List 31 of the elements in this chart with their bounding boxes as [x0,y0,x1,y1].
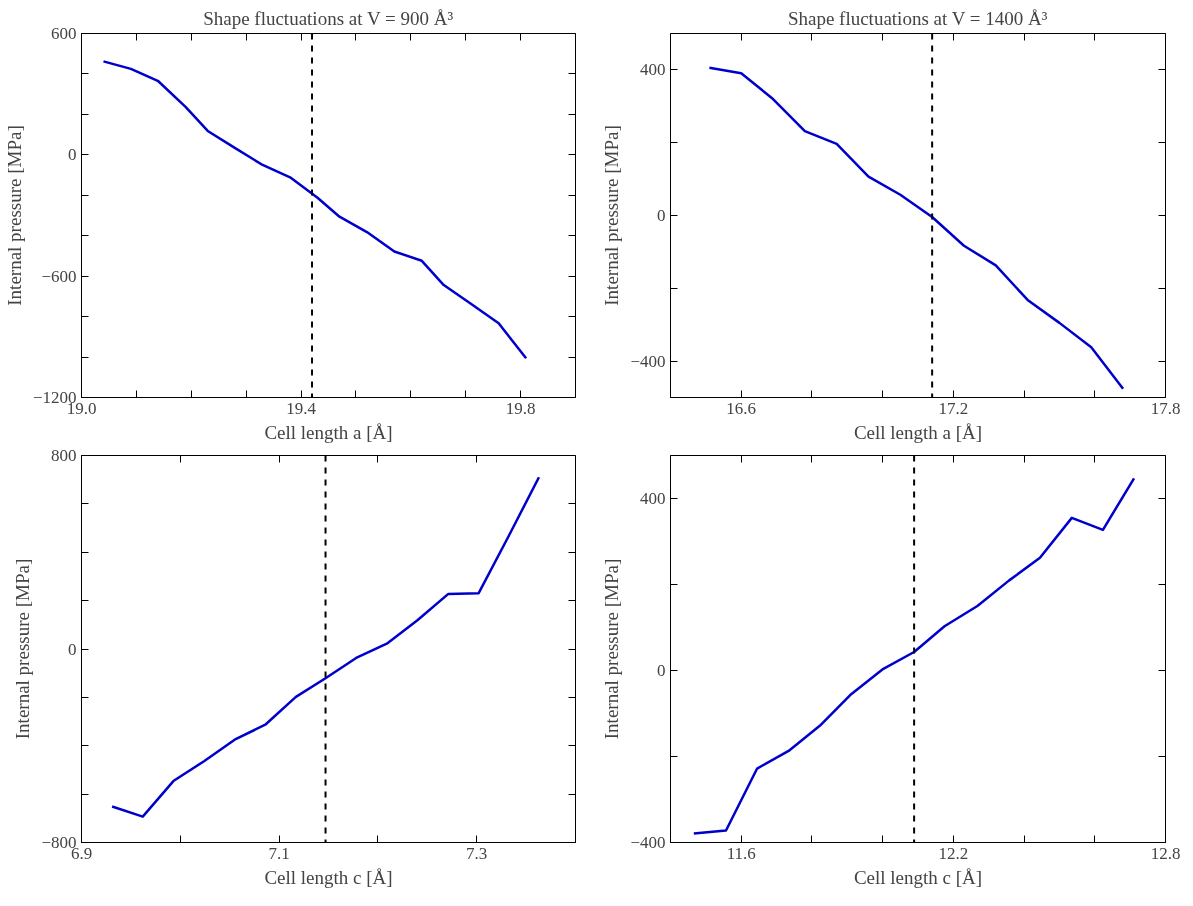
x-tick-label: 17.2 [938,398,969,418]
chart-title: Shape fluctuations at V = 900 Å³ [203,7,454,29]
x-tick-label: 7.3 [466,843,488,863]
x-axis-title: Cell length c [Å] [264,866,393,888]
y-tick-label: 600 [51,24,77,43]
x-tick-label: 12.2 [938,843,969,863]
y-tick-label: 0 [657,661,666,680]
y-tick-label: 0 [68,145,77,165]
x-tick-label: 17.8 [1150,398,1181,418]
y-tick-label: −600 [41,266,77,286]
x-axis-title: Cell length a [Å] [264,421,393,443]
y-tick-label: −400 [630,351,666,371]
x-tick-label: 7.1 [268,843,290,863]
y-tick-label: 0 [68,639,77,659]
x-tick-label: 19.4 [286,398,317,418]
y-tick-label: 400 [640,489,666,508]
y-axis-title: Internal pressure [MPa] [601,125,623,306]
y-axis-title: Internal pressure [MPa] [3,125,25,306]
x-axis-title: Cell length c [Å] [853,866,983,888]
x-axis-title: Cell length a [Å] [853,421,983,443]
y-tick-label: 800 [51,446,77,465]
x-tick-label: 12.8 [1150,843,1181,863]
y-tick-label: 0 [657,206,666,225]
y-axis-title: Internal pressure [MPa] [12,558,34,740]
x-tick-label: 16.6 [726,398,757,418]
chart-title: Shape fluctuations at V = 1400 Å³ [787,7,1048,29]
y-axis-title: Internal pressure [MPa] [601,558,623,740]
y-tick-label: −400 [630,833,666,852]
y-tick-label: 400 [640,60,666,80]
x-tick-label: 11.6 [726,843,756,863]
x-tick-label: 19.8 [505,398,536,418]
